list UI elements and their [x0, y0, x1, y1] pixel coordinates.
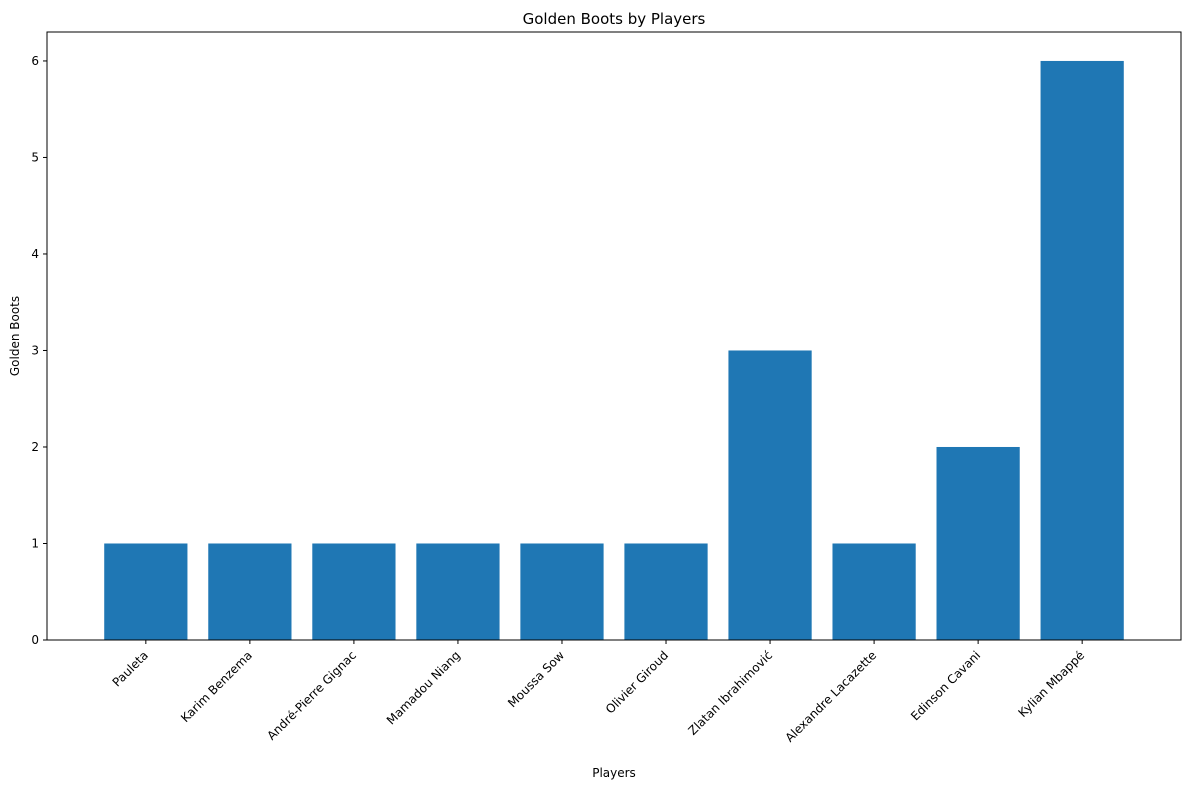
y-tick-label: 2: [31, 440, 39, 454]
x-tick-label: Moussa Sow: [505, 648, 567, 710]
y-tick-label: 1: [31, 536, 39, 550]
y-axis-label: Golden Boots: [8, 296, 22, 376]
x-tick-label: Alexandre Lacazette: [783, 648, 880, 745]
x-tick-label: Olivier Giroud: [603, 648, 671, 716]
x-tick-label: Kylian Mbappé: [1016, 648, 1088, 720]
x-axis-label: Players: [592, 766, 636, 780]
bar-10: [1040, 60, 1124, 640]
y-tick-label: 5: [31, 150, 39, 164]
bar-4: [416, 543, 500, 640]
bar-8: [832, 543, 916, 640]
y-axis-ticks: 0 1 2 3 4 5 6: [31, 54, 47, 647]
x-tick-label: Mamadou Niang: [384, 648, 463, 727]
plot-frame: [46, 31, 1182, 641]
bar-7: [728, 350, 812, 640]
x-tick-label: Karim Benzema: [178, 648, 255, 725]
x-tick-label: Pauleta: [110, 648, 151, 689]
bars-group: [104, 60, 1124, 640]
x-axis-ticks: Pauleta Karim Benzema André-Pierre Gignac M…: [110, 640, 1088, 745]
chart-title: Golden Boots by Players: [523, 10, 706, 28]
bar-2: [208, 543, 292, 640]
y-tick-label: 3: [31, 343, 39, 357]
bar-6: [624, 543, 708, 640]
bar-9: [936, 446, 1020, 640]
bar-5: [520, 543, 604, 640]
y-tick-label: 4: [31, 247, 39, 261]
bar-1: [104, 543, 188, 640]
bar-3: [312, 543, 396, 640]
x-tick-label: André-Pierre Gignac: [264, 648, 359, 743]
x-tick-label: Edinson Cavani: [908, 648, 983, 723]
x-tick-label: Zlatan Ibrahimović: [685, 648, 775, 738]
y-tick-label: 6: [31, 54, 39, 68]
y-tick-label: 0: [31, 633, 39, 647]
